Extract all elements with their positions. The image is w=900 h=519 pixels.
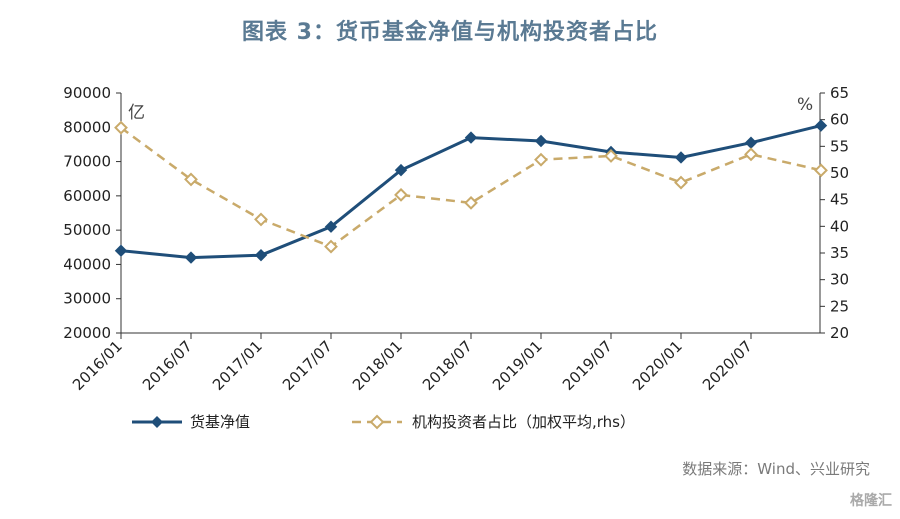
right-tick-label: 55 xyxy=(830,137,849,155)
right-tick-label: 25 xyxy=(830,297,849,315)
x-tick-label: 2019/01 xyxy=(489,337,546,394)
legend-label-institution-share: 机构投资者占比（加权平均,rhs） xyxy=(412,413,635,431)
data-point-institution-share xyxy=(674,175,688,190)
legend-marker-fund-nav xyxy=(151,416,163,428)
data-point-institution-share xyxy=(184,172,198,187)
data-point-fund-nav xyxy=(814,119,828,132)
x-tick-label: 2018/07 xyxy=(419,337,476,394)
data-point-fund-nav xyxy=(394,163,408,177)
right-axis-unit: % xyxy=(797,95,813,115)
x-tick-label: 2020/01 xyxy=(629,337,686,394)
source-note: 数据来源：Wind、兴业研究 xyxy=(682,460,870,478)
right-tick-label: 40 xyxy=(830,217,849,235)
data-point-institution-share xyxy=(744,147,758,162)
data-point-fund-nav xyxy=(464,131,478,144)
data-point-institution-share xyxy=(254,212,268,227)
series-line-institution-share xyxy=(120,126,822,249)
data-point-institution-share xyxy=(324,239,338,254)
series-line-fund-nav xyxy=(120,124,822,260)
right-tick-label: 30 xyxy=(830,271,849,289)
x-tick-label: 2020/07 xyxy=(699,337,756,394)
data-point-fund-nav xyxy=(744,136,758,149)
data-point-institution-share xyxy=(534,152,548,167)
left-tick-label: 90000 xyxy=(63,84,111,102)
data-point-fund-nav xyxy=(674,151,688,164)
data-point-institution-share xyxy=(114,120,128,135)
legend-marker-institution-share xyxy=(369,414,385,430)
x-tick-label: 2017/07 xyxy=(279,337,336,394)
left-tick-label: 20000 xyxy=(63,324,111,342)
legend-label-fund-nav: 货基净值 xyxy=(190,413,250,431)
chart-title: 图表 3：货币基金净值与机构投资者占比 xyxy=(242,20,658,45)
x-tick-label: 2018/01 xyxy=(349,337,406,394)
left-tick-label: 50000 xyxy=(63,221,111,239)
data-point-fund-nav xyxy=(324,220,338,233)
left-tick-label: 40000 xyxy=(63,255,111,273)
data-point-institution-share xyxy=(394,187,408,202)
right-tick-label: 65 xyxy=(830,84,849,102)
right-tick-label: 60 xyxy=(830,111,849,129)
x-tick-label: 2019/07 xyxy=(559,337,616,394)
right-tick-label: 20 xyxy=(830,324,849,342)
left-tick-label: 70000 xyxy=(63,153,111,171)
x-tick-label: 2017/01 xyxy=(209,337,266,394)
right-tick-label: 50 xyxy=(830,164,849,182)
data-point-institution-share xyxy=(604,149,618,163)
x-tick-label: 2016/07 xyxy=(139,337,196,394)
right-tick-label: 45 xyxy=(830,191,849,209)
data-point-fund-nav xyxy=(114,244,128,257)
x-tick-label: 2016/01 xyxy=(69,337,126,394)
data-point-institution-share xyxy=(814,163,828,178)
watermark: 格隆汇 xyxy=(850,493,892,509)
data-point-fund-nav xyxy=(184,251,198,264)
left-tick-label: 80000 xyxy=(63,118,111,136)
data-point-institution-share xyxy=(464,195,478,210)
left-tick-label: 60000 xyxy=(63,187,111,205)
left-tick-label: 30000 xyxy=(63,290,111,308)
data-point-fund-nav xyxy=(534,134,548,148)
data-point-fund-nav xyxy=(254,248,268,262)
left-axis-unit: 亿 xyxy=(128,103,145,123)
right-tick-label: 35 xyxy=(830,244,849,262)
